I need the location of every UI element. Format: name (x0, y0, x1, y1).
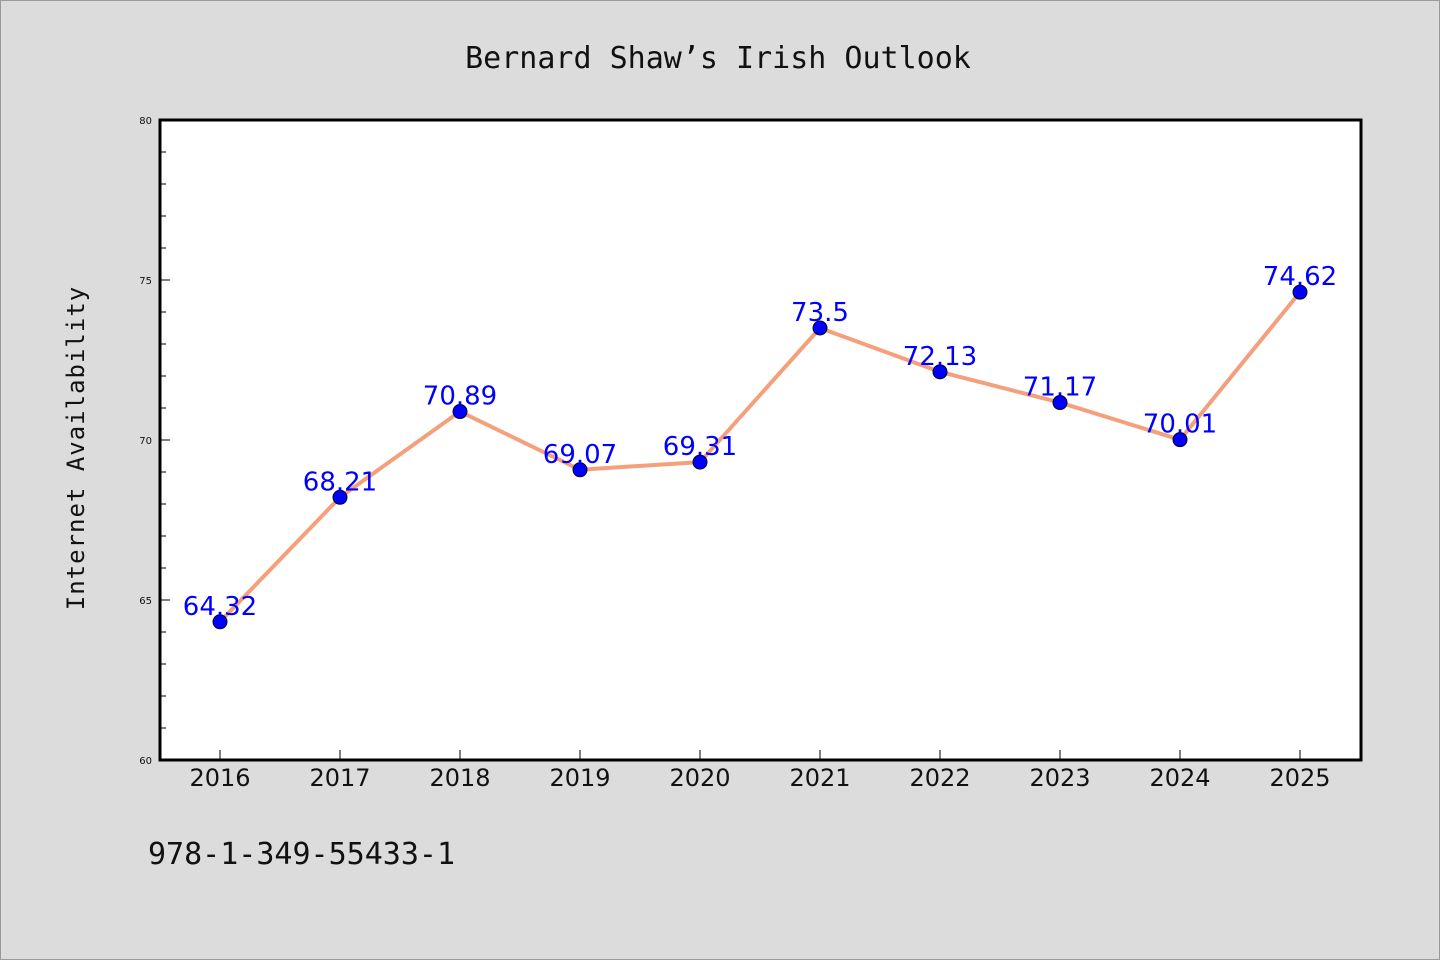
x-tick-label: 2024 (1149, 764, 1210, 792)
x-tick-label: 2019 (549, 764, 610, 792)
data-label: 69.07 (543, 440, 617, 470)
chart-title: Bernard Shaw’s Irish Outlook (465, 41, 971, 76)
data-point-marker (1292, 284, 1308, 300)
data-label: 70.01 (1143, 410, 1217, 440)
data-label: 69.31 (663, 432, 737, 462)
x-tick-label: 2025 (1269, 764, 1330, 792)
isbn-footer: 978-1-349-55433-1 (148, 837, 455, 872)
series-group (212, 284, 1308, 630)
series-line (218, 290, 1302, 624)
y-tick-label: 75 (139, 276, 152, 287)
x-tick-label: 2020 (669, 764, 730, 792)
y-tick-label: 70 (139, 436, 152, 447)
data-point-marker (212, 614, 228, 630)
x-axis-ticks: 2016 2017 2018 2019 2020 2021 2022 2023 2024 2025 (189, 750, 1331, 792)
data-point-marker (1172, 432, 1188, 448)
y-tick-label: 60 (139, 756, 152, 767)
data-label: 68.21 (303, 467, 377, 497)
data-label: 70.89 (423, 382, 497, 412)
x-tick-label: 2021 (789, 764, 850, 792)
x-tick-label: 2022 (909, 764, 970, 792)
data-label: 74.62 (1263, 262, 1337, 292)
x-tick-label: 2017 (309, 764, 370, 792)
data-labels: 64.32 68.21 70.89 69.07 69.31 73.5 72.13 71.17 7… (183, 262, 1337, 622)
data-label: 72.13 (903, 342, 977, 372)
data-point-marker (692, 454, 708, 470)
data-label: 71.17 (1023, 373, 1097, 403)
plot-area (160, 120, 1361, 760)
plot-border (158, 118, 1363, 762)
data-point-marker (332, 489, 348, 505)
data-point-marker (572, 462, 588, 478)
data-point-marker (1052, 395, 1068, 411)
x-tick-label: 2016 (189, 764, 250, 792)
data-label: 64.32 (183, 592, 257, 622)
y-tick-label: 80 (139, 116, 152, 127)
y-axis-label: Internet Availability (62, 286, 90, 610)
data-point-marker (452, 404, 468, 420)
data-point-marker (932, 364, 948, 380)
y-axis-ticks: 60 65 70 75 80 (139, 116, 170, 767)
data-point-marker (812, 320, 828, 336)
y-tick-label: 65 (139, 596, 152, 607)
x-tick-label: 2023 (1029, 764, 1090, 792)
data-label: 73.5 (791, 298, 849, 328)
x-tick-label: 2018 (429, 764, 490, 792)
